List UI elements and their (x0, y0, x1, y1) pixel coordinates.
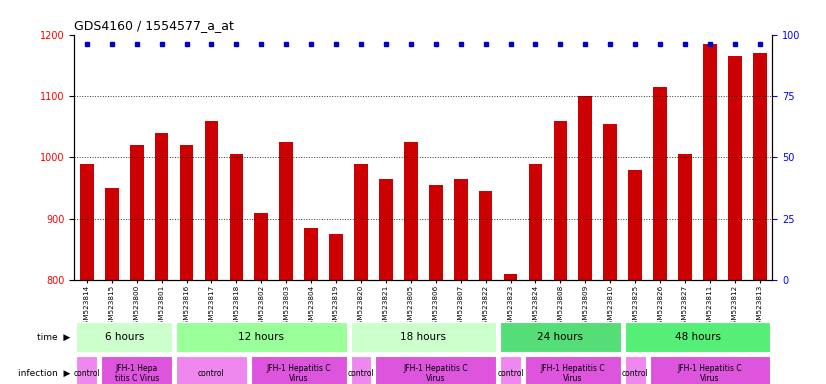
Bar (578, 96, 592, 280)
Bar (650, 356, 771, 384)
Bar (703, 44, 717, 280)
Text: 24 hours: 24 hours (538, 332, 583, 342)
Bar (678, 154, 692, 280)
Bar (76, 322, 172, 352)
Bar (176, 322, 347, 352)
Bar (230, 154, 243, 280)
Bar (479, 191, 492, 280)
Bar (529, 164, 543, 280)
Text: 48 hours: 48 hours (675, 332, 720, 342)
Bar (251, 356, 347, 384)
Text: control: control (74, 369, 100, 378)
Bar (176, 356, 247, 384)
Bar (500, 322, 621, 352)
Bar (80, 164, 93, 280)
Text: control: control (622, 369, 648, 378)
Text: 6 hours: 6 hours (105, 332, 144, 342)
Bar (404, 142, 418, 280)
Text: JFH-1 Hepatitis C
Virus: JFH-1 Hepatitis C Virus (677, 364, 743, 383)
Bar (728, 56, 742, 280)
Bar (180, 145, 193, 280)
Bar (350, 322, 496, 352)
Text: JFH-1 Hepatitis C
Virus: JFH-1 Hepatitis C Virus (540, 364, 605, 383)
Bar (604, 124, 617, 280)
Bar (376, 356, 496, 384)
Bar (453, 179, 468, 280)
Bar (525, 356, 621, 384)
Bar (429, 185, 443, 280)
Text: JFH-1 Hepatitis C
Virus: JFH-1 Hepatitis C Virus (403, 364, 468, 383)
Bar (629, 170, 642, 280)
Bar (653, 87, 667, 280)
Bar (624, 322, 771, 352)
Bar (624, 356, 646, 384)
Bar (254, 213, 268, 280)
Bar (753, 53, 767, 280)
Bar (500, 356, 521, 384)
Text: GDS4160 / 1554577_a_at: GDS4160 / 1554577_a_at (74, 19, 235, 32)
Text: time  ▶: time ▶ (37, 333, 70, 341)
Bar (105, 188, 119, 280)
Text: control: control (198, 369, 225, 378)
Text: JFH-1 Hepa
titis C Virus: JFH-1 Hepa titis C Virus (115, 364, 159, 383)
Bar (553, 121, 567, 280)
Text: JFH-1 Hepatitis C
Virus: JFH-1 Hepatitis C Virus (266, 364, 331, 383)
Text: control: control (497, 369, 524, 378)
Bar (205, 121, 218, 280)
Text: 12 hours: 12 hours (238, 332, 284, 342)
Bar (154, 133, 169, 280)
Bar (504, 274, 517, 280)
Text: 18 hours: 18 hours (401, 332, 446, 342)
Bar (130, 145, 144, 280)
Text: infection  ▶: infection ▶ (18, 369, 70, 378)
Bar (102, 356, 172, 384)
Bar (350, 356, 372, 384)
Bar (304, 228, 318, 280)
Bar (379, 179, 393, 280)
Text: control: control (348, 369, 374, 378)
Bar (76, 356, 97, 384)
Bar (279, 142, 293, 280)
Bar (330, 234, 343, 280)
Bar (354, 164, 368, 280)
